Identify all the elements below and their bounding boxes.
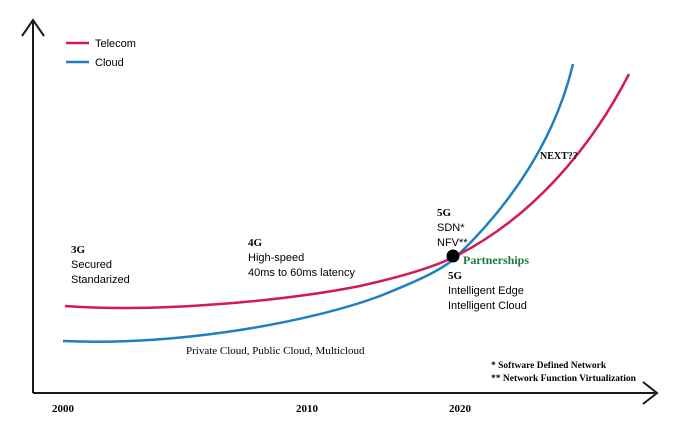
x-tick-2020: 2020 [449, 403, 472, 415]
x-axis-arrow-icon [642, 381, 659, 405]
annotation-3g-line-1: Secured [71, 259, 112, 271]
cloud-curve [62, 63, 575, 343]
x-tick-2000: 2000 [52, 403, 75, 415]
annotation-5g-edge-line-2: Intelligent Cloud [448, 300, 527, 312]
annotation-cloud-types: Private Cloud, Public Cloud, Multicloud [186, 345, 365, 357]
annotation-4g-line-2: 40ms to 60ms latency [248, 267, 355, 279]
annotation-5g-sdn-line-1: SDN* [437, 222, 465, 234]
partnerships-point [446, 249, 460, 263]
footnote-sdn: * Software Defined Network [491, 361, 607, 371]
annotation-3g: 3G Secured Standarized [71, 244, 130, 286]
legend: Telecom Cloud [66, 38, 136, 69]
x-tick-2010: 2010 [296, 403, 319, 415]
telecom-curve [64, 73, 631, 310]
annotation-4g: 4G High-speed 40ms to 60ms latency [248, 237, 355, 279]
annotation-5g-sdn-line-2: NFV** [437, 237, 468, 249]
annotation-4g-title: 4G [248, 237, 263, 249]
footnote-nfv: ** Network Function Virtualization [491, 374, 637, 384]
annotation-5g-sdn: 5G SDN* NFV** [437, 207, 468, 249]
legend-label-cloud: Cloud [95, 57, 124, 69]
annotation-3g-line-2: Standarized [71, 274, 130, 286]
annotation-next: NEXT?? [540, 151, 578, 162]
annotation-5g-sdn-title: 5G [437, 207, 452, 219]
annotation-5g-edge-title: 5G [448, 270, 463, 282]
annotation-3g-title: 3G [71, 244, 86, 256]
partnerships-label: Partnerships [463, 253, 529, 267]
annotation-5g-edge-line-1: Intelligent Edge [448, 285, 524, 297]
annotation-4g-line-1: High-speed [248, 252, 304, 264]
legend-label-telecom: Telecom [95, 38, 136, 50]
y-axis-arrow-icon [21, 18, 45, 37]
annotation-5g-edge: 5G Intelligent Edge Intelligent Cloud [448, 270, 527, 312]
axes [21, 18, 659, 405]
